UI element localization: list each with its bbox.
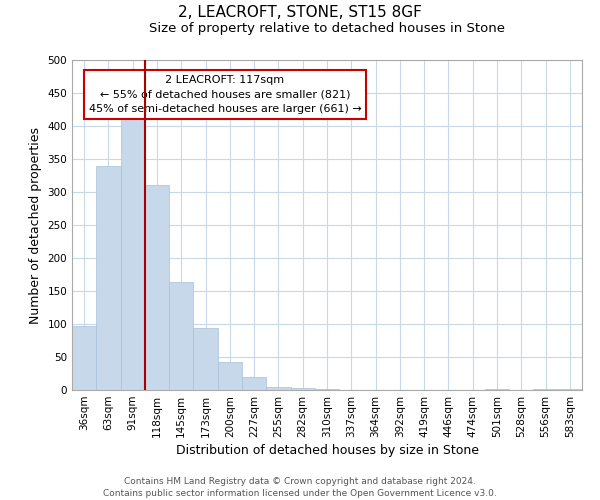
Text: 2, LEACROFT, STONE, ST15 8GF: 2, LEACROFT, STONE, ST15 8GF <box>178 5 422 20</box>
Bar <box>121 118 145 390</box>
Bar <box>96 166 121 390</box>
Bar <box>533 388 558 390</box>
Bar <box>169 282 193 390</box>
Bar <box>193 328 218 390</box>
Bar <box>485 388 509 390</box>
Bar <box>266 386 290 390</box>
Bar <box>315 388 339 390</box>
Bar <box>218 362 242 390</box>
Y-axis label: Number of detached properties: Number of detached properties <box>29 126 42 324</box>
Bar <box>145 184 169 390</box>
Bar <box>242 378 266 390</box>
Bar <box>72 326 96 390</box>
Bar <box>558 388 582 390</box>
Title: Size of property relative to detached houses in Stone: Size of property relative to detached ho… <box>149 22 505 35</box>
Text: Contains HM Land Registry data © Crown copyright and database right 2024.
Contai: Contains HM Land Registry data © Crown c… <box>103 476 497 498</box>
X-axis label: Distribution of detached houses by size in Stone: Distribution of detached houses by size … <box>176 444 479 457</box>
Text: 2 LEACROFT: 117sqm
← 55% of detached houses are smaller (821)
45% of semi-detach: 2 LEACROFT: 117sqm ← 55% of detached hou… <box>89 75 361 114</box>
Bar <box>290 388 315 390</box>
